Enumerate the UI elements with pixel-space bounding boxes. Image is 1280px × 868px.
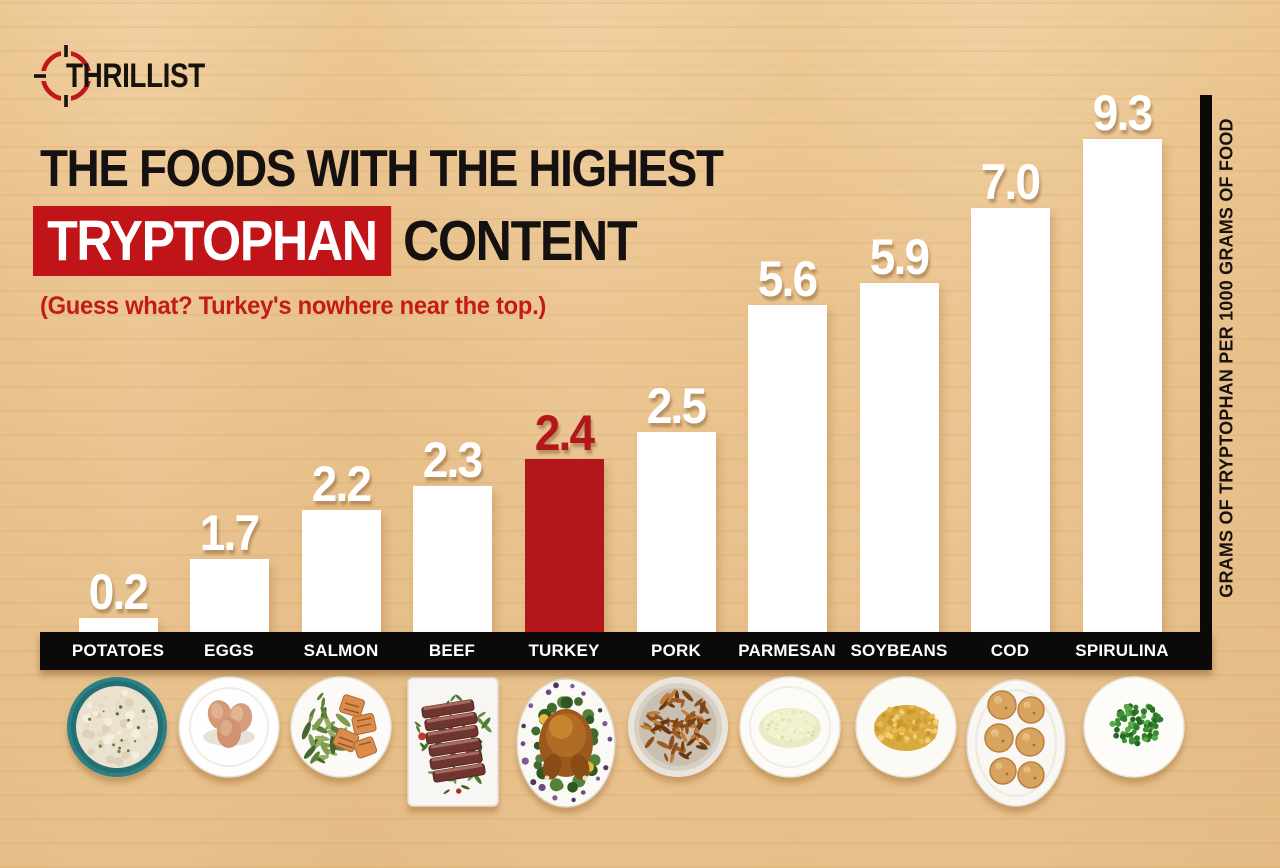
category-label-spirulina: SPIRULINA (1075, 641, 1169, 660)
category-label-cod: COD (990, 641, 1030, 660)
eggs-photo (177, 675, 281, 779)
value-label-salmon: 2.2 (311, 456, 372, 512)
value-label-cod: 7.0 (980, 154, 1041, 210)
title-line1: THE FOODS WITH THE HIGHEST (40, 140, 724, 198)
salmon-photo (289, 675, 393, 779)
bar-spirulina: 9.3 (1082, 88, 1162, 632)
y-axis-line (1200, 95, 1212, 670)
bar-parmesan: 5.6 (747, 254, 827, 632)
category-label-eggs: EGGS (204, 641, 254, 660)
category-label-turkey: TURKEY (528, 641, 600, 660)
value-label-turkey: 2.4 (534, 405, 595, 461)
bar-cod: 7.0 (970, 157, 1050, 632)
subtitle: (Guess what? Turkey's nowhere near the t… (40, 292, 547, 320)
potatoes-photo (65, 675, 169, 779)
crosshair-target-icon (34, 45, 92, 107)
title-rest: CONTENT (403, 208, 638, 273)
bar-salmon: 2.2 (301, 459, 381, 632)
category-label-beef: BEEF (428, 641, 476, 660)
title-highlight-tryptophan: TRYPTOPHAN (33, 206, 391, 276)
value-label-potatoes: 0.2 (88, 564, 149, 620)
soybeans-photo (854, 675, 958, 779)
spirulina-photo (1082, 675, 1186, 779)
value-label-spirulina: 9.3 (1092, 85, 1153, 141)
turkey-photo (514, 675, 618, 811)
bar-potatoes: 0.2 (78, 567, 158, 632)
beef-photo (401, 675, 505, 811)
y-axis-label: GRAMS OF TRYPTOPHAN PER 1000 GRAMS OF FO… (1216, 118, 1237, 598)
pork-photo (626, 675, 730, 779)
category-label-salmon: SALMON (303, 641, 379, 660)
thrillist-logo: THRILLIST (34, 45, 235, 107)
value-label-parmesan: 5.6 (757, 251, 818, 307)
bar-beef: 2.3 (412, 435, 492, 632)
value-label-soybeans: 5.9 (869, 229, 930, 285)
category-label-potatoes: POTATOES (71, 641, 165, 660)
category-label-soybeans: SOYBEANS (850, 641, 948, 660)
category-label-band: POTATOES EGGS SALMON BEEF TURKEY PORK PARMESAN… (40, 632, 1212, 670)
title-line2: TRYPTOPHAN CONTENT (33, 206, 638, 276)
value-label-pork: 2.5 (646, 378, 707, 434)
cod-photo (964, 675, 1068, 811)
bar-turkey: 2.4 (524, 408, 604, 632)
bar-pork: 2.5 (636, 381, 716, 632)
bar-eggs: 1.7 (189, 508, 269, 632)
value-label-eggs: 1.7 (199, 505, 260, 561)
category-label-parmesan: PARMESAN (738, 641, 836, 660)
parmesan-photo (738, 675, 842, 779)
value-label-beef: 2.3 (422, 432, 483, 488)
category-label-pork: PORK (651, 641, 701, 660)
brand-name: THRILLIST (66, 56, 205, 95)
bar-soybeans: 5.9 (859, 232, 939, 632)
